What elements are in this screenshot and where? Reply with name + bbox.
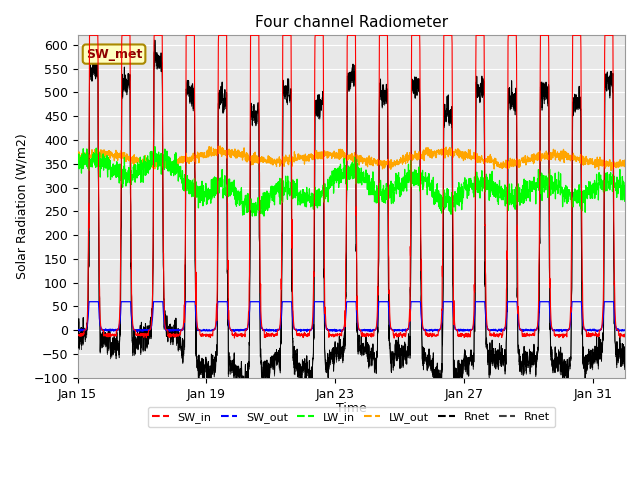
Title: Four channel Radiometer: Four channel Radiometer (255, 15, 448, 30)
Y-axis label: Solar Radiation (W/m2): Solar Radiation (W/m2) (15, 134, 28, 279)
Text: SW_met: SW_met (86, 48, 142, 60)
X-axis label: Time: Time (336, 402, 367, 415)
Legend: SW_in, SW_out, LW_in, LW_out, Rnet, Rnet: SW_in, SW_out, LW_in, LW_out, Rnet, Rnet (148, 407, 555, 427)
